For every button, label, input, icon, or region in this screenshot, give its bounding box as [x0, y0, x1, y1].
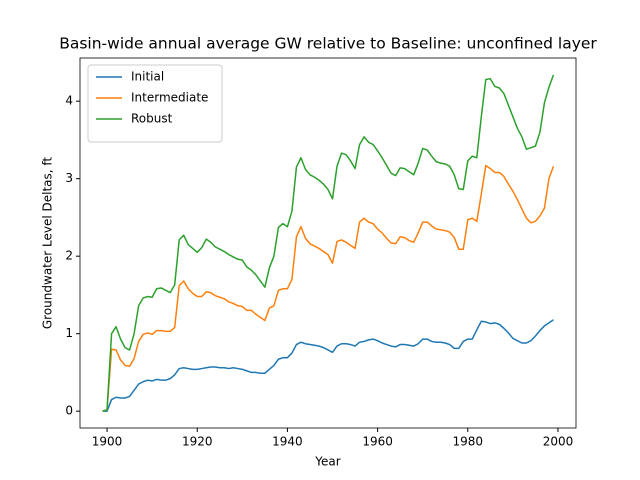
legend-label: Robust [131, 112, 173, 126]
x-tick-label: 2000 [543, 435, 574, 449]
line [102, 319, 554, 412]
chart-title: Basin-wide annual average GW relative to… [59, 35, 597, 53]
x-tick-label: 1940 [272, 435, 303, 449]
y-tick-label: 3 [65, 171, 73, 185]
legend-box [87, 64, 223, 143]
line [102, 164, 555, 412]
y-tick-label: 2 [65, 249, 73, 263]
x-axis-label: Year [314, 455, 340, 469]
x-tick-label: 1980 [453, 435, 484, 449]
line [102, 74, 555, 412]
legend-label: Initial [131, 70, 164, 84]
x-tick-label: 1920 [182, 435, 213, 449]
y-axis-label: Groundwater Level Deltas, ft [41, 157, 55, 330]
x-tick-label: 1900 [92, 435, 123, 449]
plot-frame [79, 57, 577, 429]
legend-label: Intermediate [131, 91, 208, 105]
y-tick-label: 1 [65, 326, 73, 340]
x-tick-label: 1960 [362, 435, 393, 449]
y-tick-label: 4 [65, 94, 73, 108]
y-tick-label: 0 [65, 404, 73, 418]
